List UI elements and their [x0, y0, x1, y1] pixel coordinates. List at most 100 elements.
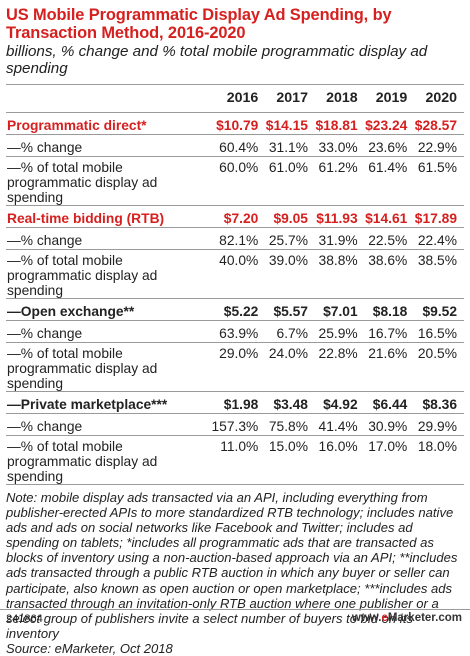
value-cell: $14.15: [265, 112, 315, 135]
table-body: Programmatic direct* $10.79 $14.15 $18.81 $2…: [6, 112, 464, 485]
value-cell: 16.0%: [314, 435, 365, 485]
table-row: —% change 60.4% 31.1% 33.0% 23.6% 22.9%: [6, 134, 464, 157]
value-cell: $28.57: [414, 112, 464, 135]
value-cell: 82.1%: [211, 227, 266, 250]
row-label: Programmatic direct*: [6, 112, 211, 135]
header-row: 2016 2017 2018 2019 2020: [6, 84, 464, 113]
value-cell: 22.8%: [314, 342, 365, 392]
table-row: —% change 82.1% 25.7% 31.9% 22.5% 22.4%: [6, 227, 464, 250]
value-cell: $9.52: [414, 298, 464, 321]
row-label: Real-time bidding (RTB): [6, 205, 211, 228]
table-row: Real-time bidding (RTB) $7.20 $9.05 $11.93 $…: [6, 205, 464, 228]
value-cell: $8.36: [414, 391, 464, 414]
value-cell: 20.5%: [414, 342, 464, 392]
value-cell: 16.7%: [364, 320, 415, 343]
table-row: —% of total mobile programmatic display …: [6, 342, 464, 392]
value-cell: 75.8%: [265, 413, 315, 436]
value-cell: $14.61: [364, 205, 415, 228]
value-cell: 63.9%: [211, 320, 266, 343]
row-label: —% change: [6, 413, 211, 436]
chart-id: 241864: [6, 613, 43, 625]
value-cell: 61.5%: [414, 156, 464, 206]
value-cell: 16.5%: [414, 320, 464, 343]
row-label: —% of total mobile programmatic display …: [6, 156, 211, 206]
value-cell: 157.3%: [211, 413, 266, 436]
value-cell: $8.18: [364, 298, 415, 321]
table-row: —% of total mobile programmatic display …: [6, 249, 464, 299]
value-cell: $18.81: [314, 112, 365, 135]
emarketer-logo: www.eMarketer.com: [351, 612, 462, 624]
table-row: —% of total mobile programmatic display …: [6, 156, 464, 206]
value-cell: $4.92: [314, 391, 365, 414]
chart-subtitle: billions, % change and % total mobile pr…: [6, 43, 428, 77]
row-label: —% change: [6, 134, 211, 157]
header-year-cell: 2020: [414, 84, 464, 113]
value-cell: 38.8%: [314, 249, 365, 299]
source-text: Source: eMarketer, Oct 2018: [6, 640, 173, 656]
row-label: —% of total mobile programmatic display …: [6, 342, 211, 392]
chart-page: US Mobile Programmatic Display Ad Spendi…: [0, 6, 470, 656]
value-cell: $1.98: [211, 391, 266, 414]
value-cell: 23.6%: [364, 134, 415, 157]
header-year-cell: 2017: [265, 84, 315, 113]
row-label: —% change: [6, 227, 211, 250]
value-cell: 40.0%: [211, 249, 266, 299]
value-cell: 39.0%: [265, 249, 315, 299]
value-cell: 29.0%: [211, 342, 266, 392]
value-cell: 33.0%: [314, 134, 365, 157]
value-cell: 11.0%: [211, 435, 266, 485]
value-cell: 22.4%: [414, 227, 464, 250]
value-cell: $6.44: [364, 391, 415, 414]
footer: 241864 www.eMarketer.com: [0, 609, 470, 627]
value-cell: $11.93: [314, 205, 365, 228]
value-cell: 60.0%: [211, 156, 266, 206]
table-row: —Open exchange** $5.22 $5.57 $7.01 $8.18 $9.5…: [6, 298, 464, 321]
value-cell: 18.0%: [414, 435, 464, 485]
header-year-cell: 2016: [211, 84, 266, 113]
row-label: —% of total mobile programmatic display …: [6, 435, 211, 485]
row-label: —% of total mobile programmatic display …: [6, 249, 211, 299]
value-cell: $9.05: [265, 205, 315, 228]
value-cell: $3.48: [265, 391, 315, 414]
value-cell: $7.20: [211, 205, 266, 228]
value-cell: $5.57: [265, 298, 315, 321]
table-row: Programmatic direct* $10.79 $14.15 $18.81 $2…: [6, 112, 464, 135]
value-cell: $17.89: [414, 205, 464, 228]
header-year-cell: 2019: [364, 84, 415, 113]
value-cell: 61.0%: [265, 156, 315, 206]
row-label: —Private marketplace***: [6, 391, 211, 414]
value-cell: 21.6%: [364, 342, 415, 392]
row-label: —Open exchange**: [6, 298, 211, 321]
value-cell: 25.7%: [265, 227, 315, 250]
table-row: —% change 157.3% 75.8% 41.4% 30.9% 29.9%: [6, 413, 464, 436]
value-cell: 41.4%: [314, 413, 365, 436]
value-cell: 31.1%: [265, 134, 315, 157]
table-row: —% change 63.9% 6.7% 25.9% 16.7% 16.5%: [6, 320, 464, 343]
value-cell: $10.79: [211, 112, 266, 135]
header-label-cell: [6, 84, 211, 113]
note-text: Note: mobile display ads transacted via …: [6, 490, 458, 641]
value-cell: 25.9%: [314, 320, 365, 343]
header-year-cell: 2018: [314, 84, 365, 113]
value-cell: 29.9%: [414, 413, 464, 436]
data-table: 2016 2017 2018 2019 2020 Programmatic direct…: [6, 84, 464, 485]
value-cell: 30.9%: [364, 413, 415, 436]
value-cell: 22.5%: [364, 227, 415, 250]
notes: Note: mobile display ads transacted via …: [6, 490, 464, 656]
row-label: —% change: [6, 320, 211, 343]
value-cell: $23.24: [364, 112, 415, 135]
value-cell: 38.5%: [414, 249, 464, 299]
value-cell: 31.9%: [314, 227, 365, 250]
value-cell: 17.0%: [364, 435, 415, 485]
value-cell: 61.2%: [314, 156, 365, 206]
value-cell: 61.4%: [364, 156, 415, 206]
chart-title: US Mobile Programmatic Display Ad Spendi…: [6, 6, 392, 42]
value-cell: $7.01: [314, 298, 365, 321]
value-cell: $5.22: [211, 298, 266, 321]
table-row: —Private marketplace*** $1.98 $3.48 $4.92 $6…: [6, 391, 464, 414]
value-cell: 22.9%: [414, 134, 464, 157]
value-cell: 24.0%: [265, 342, 315, 392]
table-row: —% of total mobile programmatic display …: [6, 435, 464, 485]
value-cell: 6.7%: [265, 320, 315, 343]
value-cell: 38.6%: [364, 249, 415, 299]
